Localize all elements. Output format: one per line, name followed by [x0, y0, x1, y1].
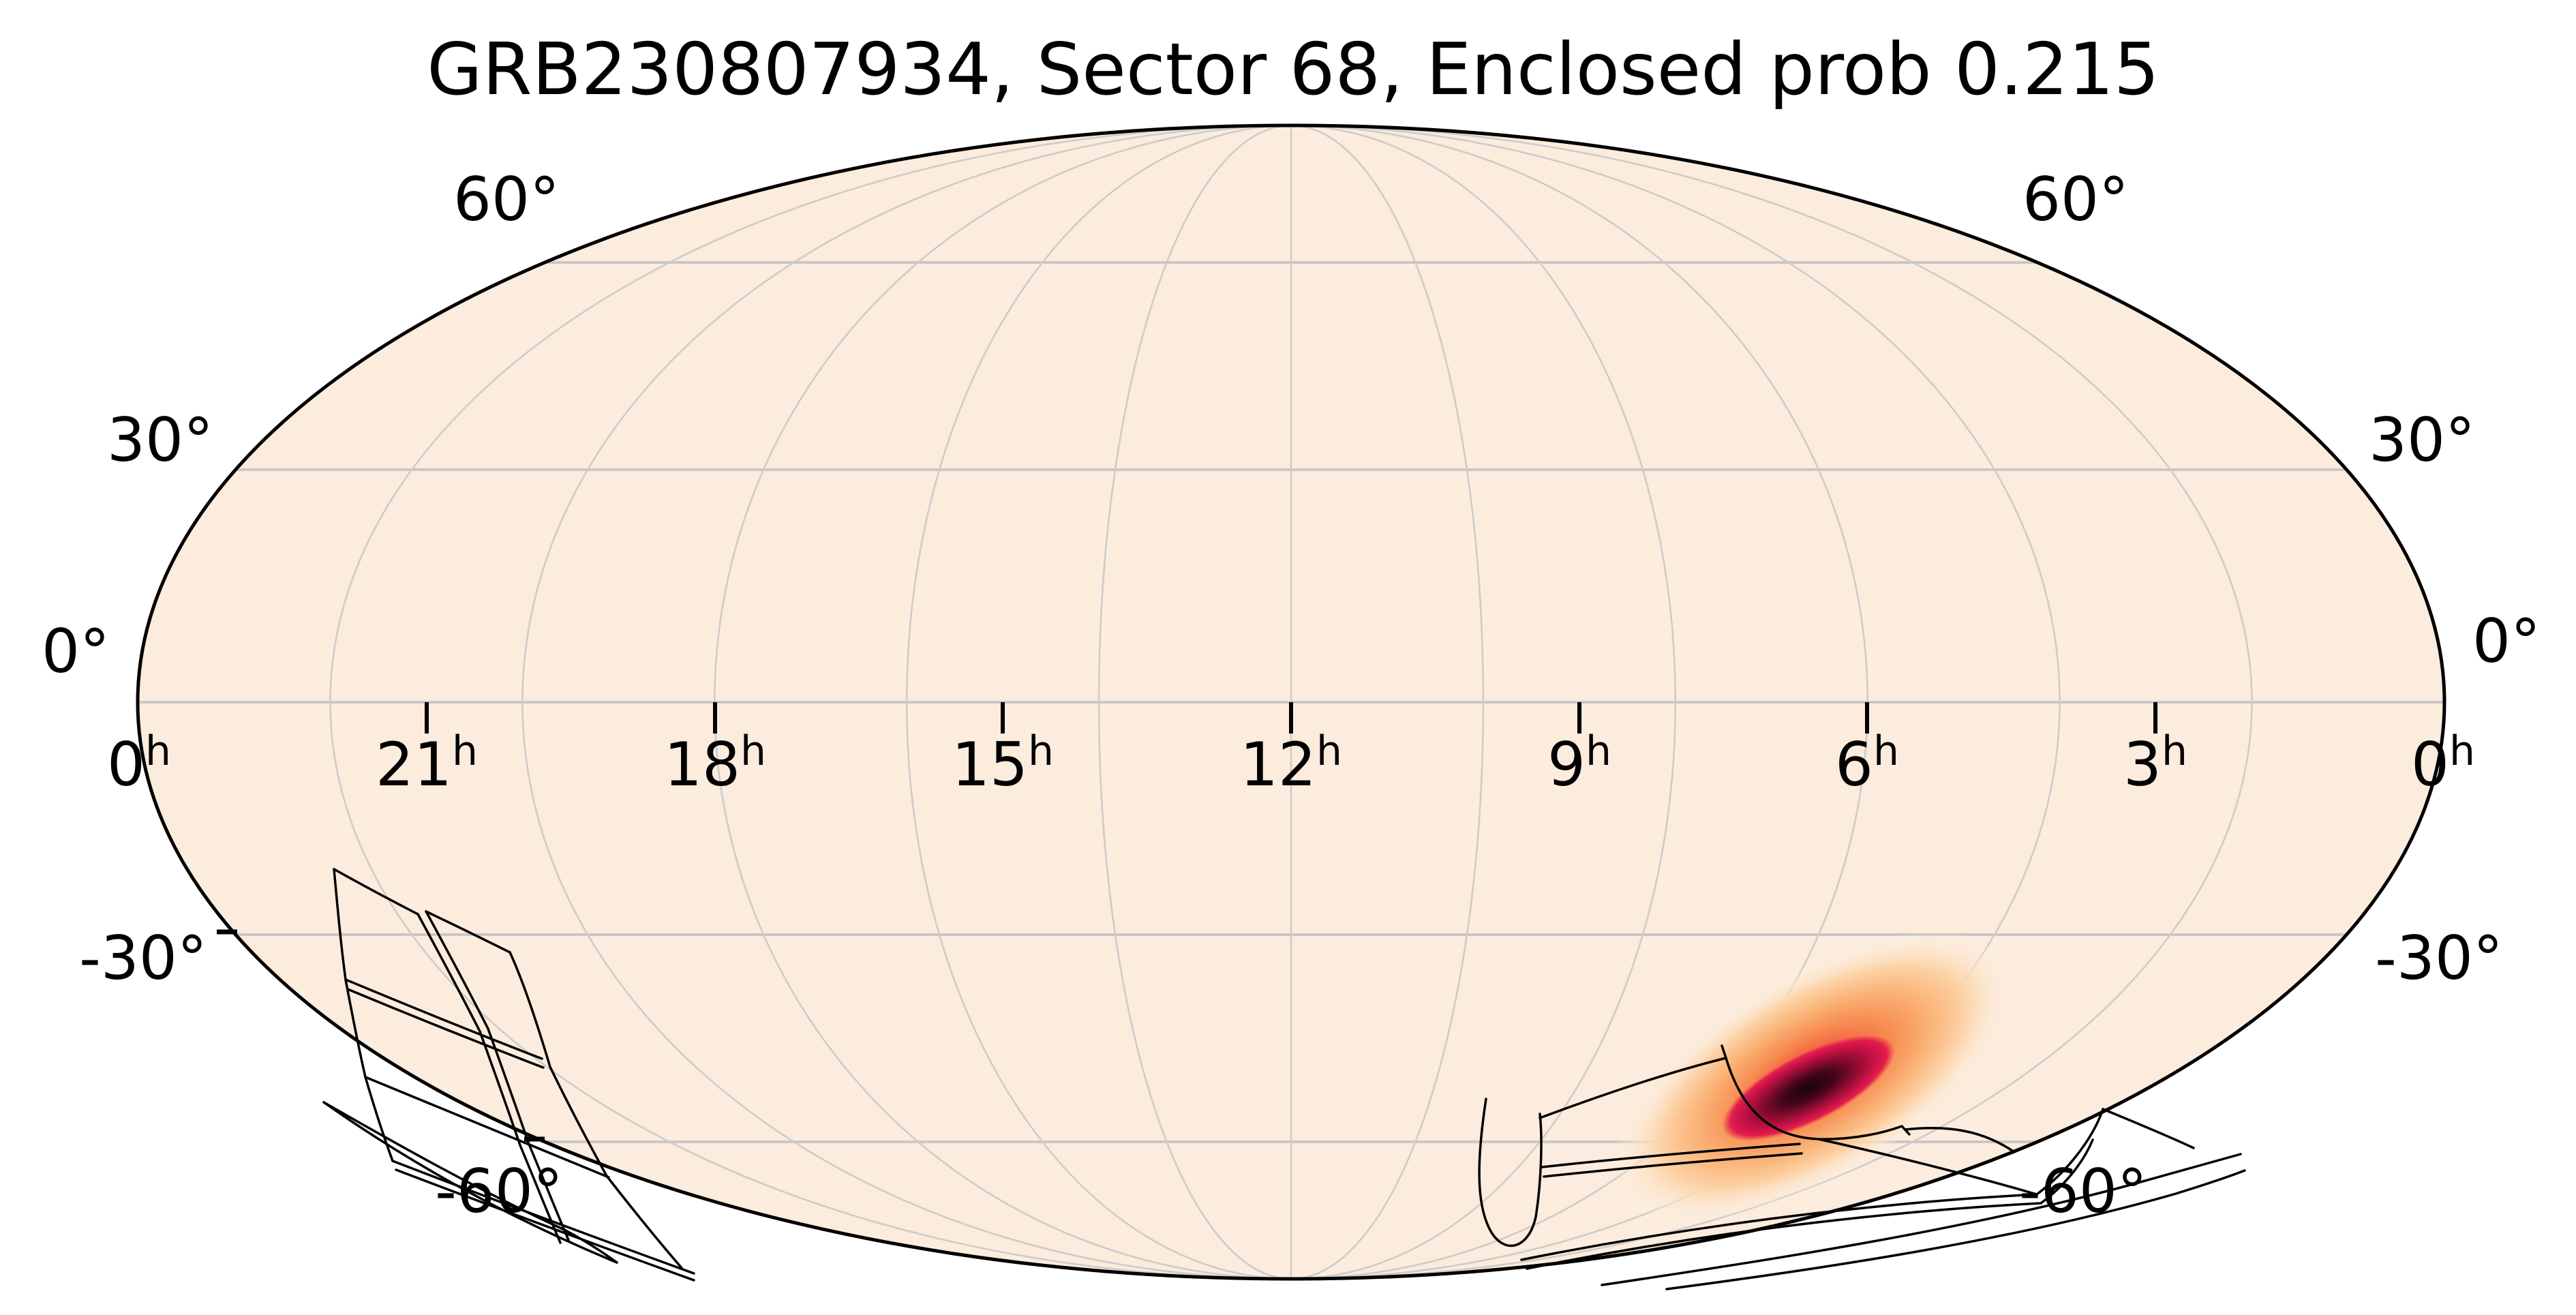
ra-tick-label: 0h: [2411, 727, 2475, 800]
map-boundary: [136, 123, 2446, 1281]
tess-footprint-right-outline: [1601, 1153, 2242, 1286]
ra-tick-label: 6h: [1835, 727, 1899, 800]
dec-tick-label-left: 0°: [42, 616, 110, 686]
tess-footprint-right-outline: [1541, 1143, 1801, 1168]
tess-footprint-right-outline: [1721, 1044, 1727, 1059]
tess-footprint-right-outline: [2102, 1108, 2195, 1149]
tess-footprint-left-outline: [509, 951, 683, 1269]
tess-footprint-left-outline: [346, 988, 545, 1069]
meridian-line: [1290, 124, 1485, 1280]
tess-footprint-left-outline: [425, 910, 570, 1241]
ra-tick-label: 9h: [1547, 727, 1611, 800]
tess-footprint-layer: [322, 868, 2246, 1290]
graticule-layer: [138, 124, 2444, 1280]
tess-footprint-right-outline: [1665, 1169, 2246, 1290]
tess-footprint-left-outline: [333, 868, 394, 1162]
dec-tick-label-right: 30°: [2369, 405, 2475, 475]
tess-footprint-left-outline: [391, 1160, 695, 1275]
dec-tick-label-right: -60°: [2019, 1156, 2147, 1226]
ra-tick-label: 3h: [2123, 727, 2187, 800]
dec-tick-label-left: 60°: [453, 164, 560, 235]
ra-tick-label: 12h: [1240, 727, 1342, 800]
dec-tick-label-left: 30°: [107, 405, 213, 475]
tess-footprint-left-outline: [344, 978, 543, 1060]
tess-footprint-right-outline: [1543, 1152, 1803, 1178]
tess-footprint-right-outline: [1904, 1127, 2016, 1153]
map-boundary-layer: [136, 123, 2446, 1281]
meridian-line: [329, 124, 1292, 1280]
tess-footprint-left-outline: [322, 1101, 618, 1264]
ra-tick-label: 0h: [107, 727, 171, 800]
tess-footprint-right-outline: [1526, 1138, 2094, 1270]
dec-tick-label-left: -30°: [79, 923, 207, 993]
plot-title: GRB230807934, Sector 68, Enclosed prob 0…: [427, 28, 2159, 111]
dec-tick-label-right: -30°: [2375, 923, 2503, 993]
ra-tick-label: 15h: [952, 727, 1054, 800]
meridian-line: [1097, 124, 1292, 1280]
tess-footprint-left-outline: [416, 913, 562, 1244]
tess-footprint-right-outline: [1478, 1098, 1543, 1248]
tess-footprint-left-outline: [425, 910, 511, 954]
meridian-line: [1290, 124, 1677, 1280]
tess-footprint-left-outline: [364, 1076, 610, 1179]
meridian-line: [905, 124, 1292, 1280]
probability-blob-core: [1722, 1035, 1895, 1141]
dec-tick-label-right: 60°: [2022, 164, 2129, 235]
tick-layer: [217, 702, 2157, 1142]
tess-footprint-right-outline: [1520, 1108, 2104, 1261]
dec-tick-label-right: 0°: [2472, 606, 2541, 676]
tess-footprint-right-outline: [1539, 1057, 1727, 1119]
meridian-line: [521, 124, 1292, 1280]
tess-footprint-left-outline: [333, 868, 419, 916]
tess-footprint-right-outline: [1817, 1138, 2038, 1196]
dec-tick-label-left: -60°: [435, 1156, 563, 1226]
tess-footprint-left-outline: [395, 1168, 695, 1282]
tess-footprint-left-outline: [322, 1101, 618, 1264]
axis-label-layer: 0h 21h 18h 15h 12h 9h 6h 3h 0h 60° 60° 30° 30° 0° 0° -3…: [42, 164, 2541, 1226]
ra-tick-label: 21h: [376, 727, 478, 800]
ra-tick-label: 18h: [664, 727, 766, 800]
